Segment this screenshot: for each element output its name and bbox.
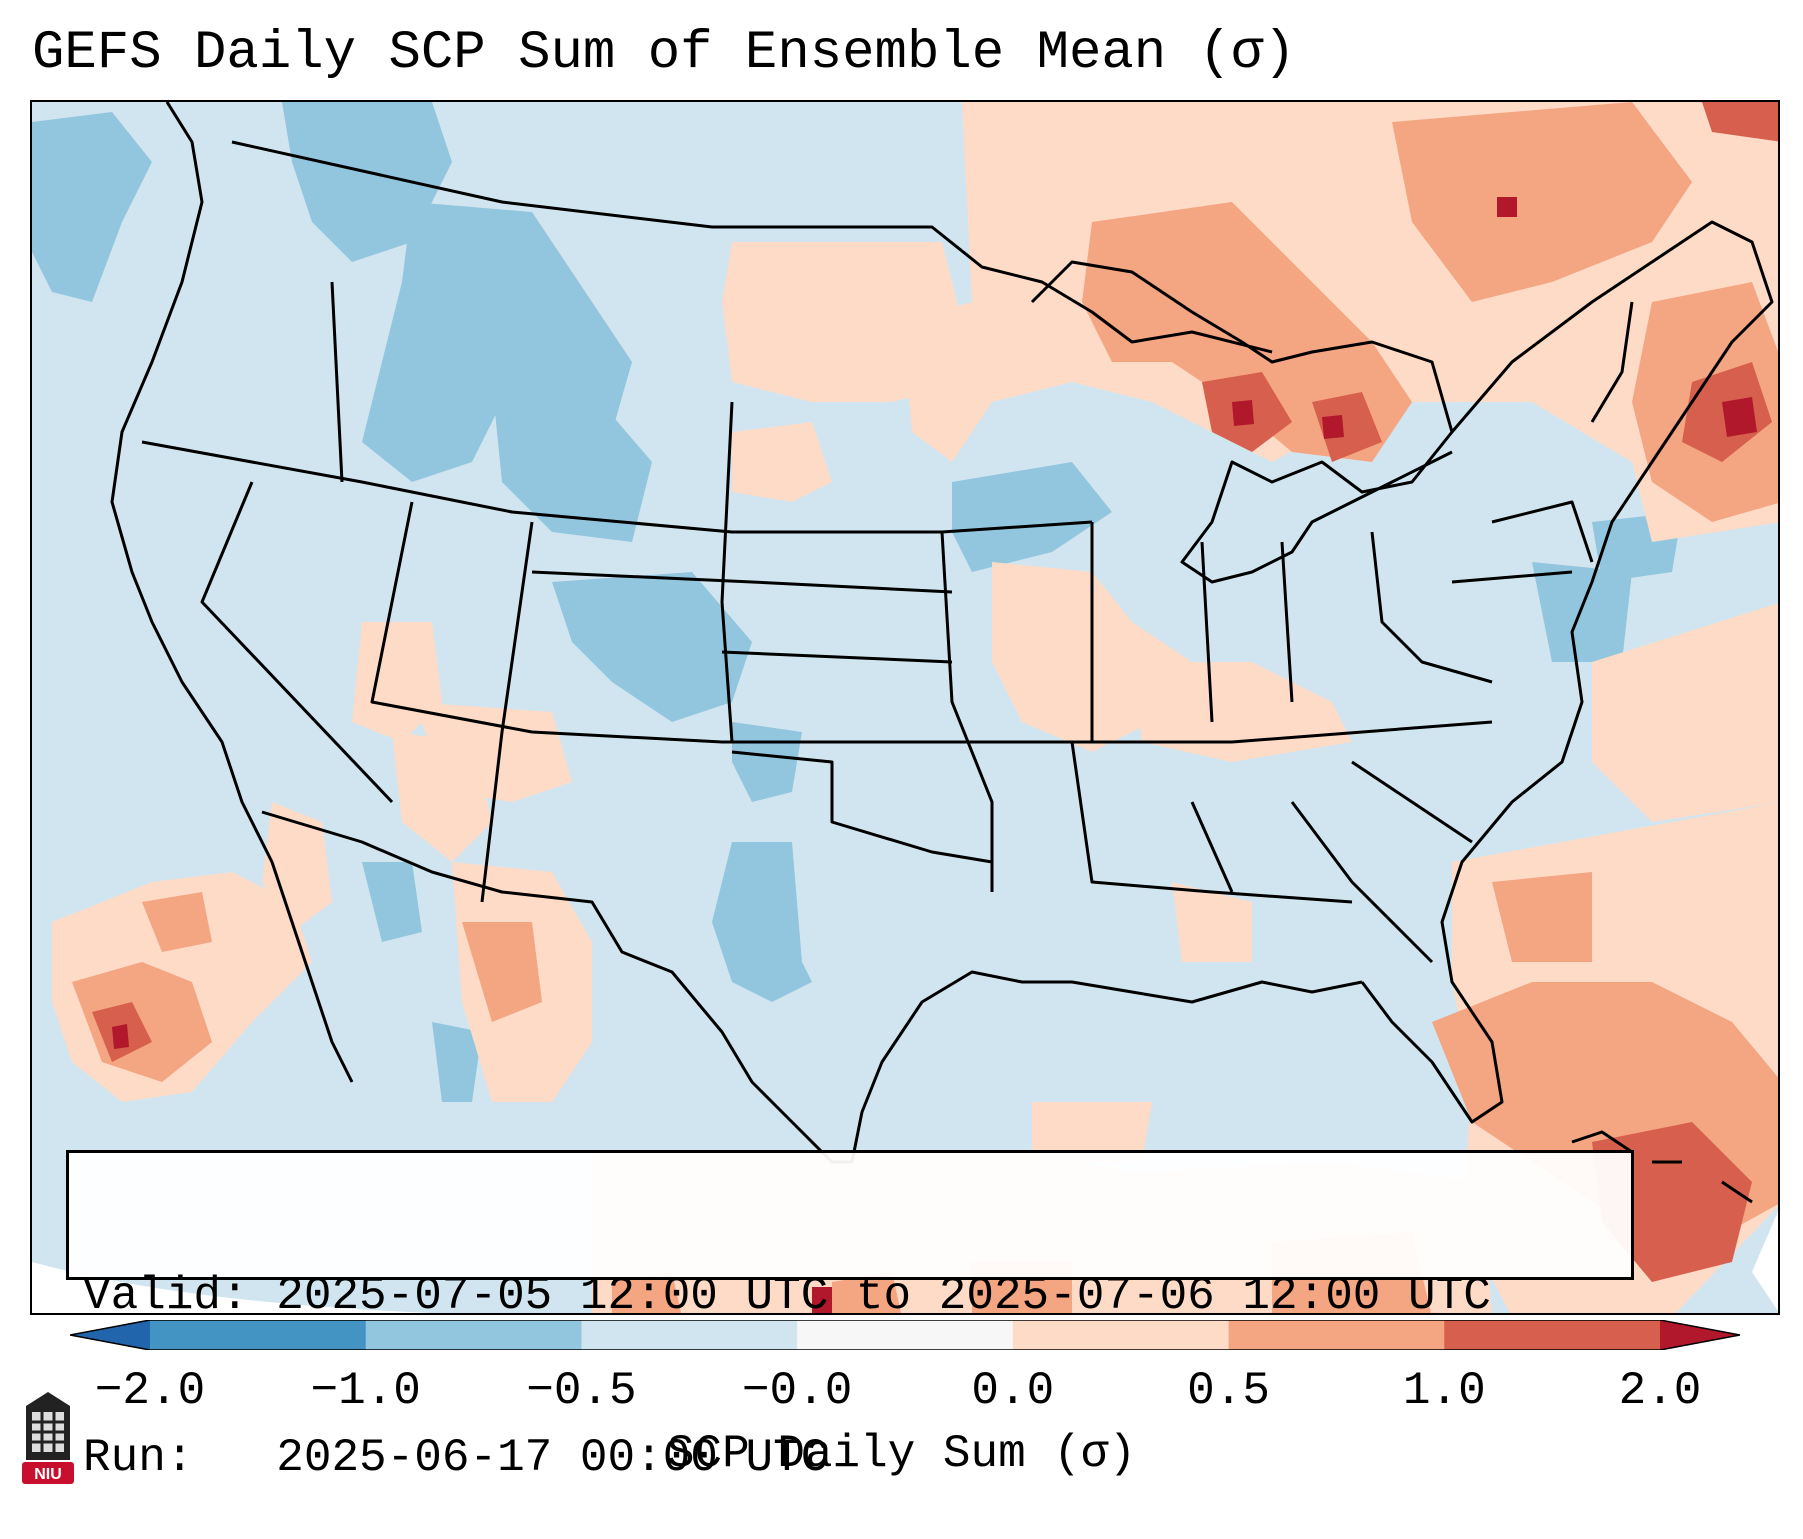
niu-seal-icon: NIU — [22, 1392, 74, 1484]
colorbar-tick-label: −0.5 — [526, 1365, 637, 1417]
map-canvas — [32, 102, 1778, 1313]
state-lines-west — [141, 281, 1493, 903]
boundaries — [110, 102, 1774, 1164]
valid-run-info-box: Valid: 2025-07-05 12:00 UTC to 2025-07-0… — [66, 1150, 1634, 1484]
colorbar-tick-label: −2.0 — [94, 1365, 206, 1417]
colorbar-segment — [1012, 1320, 1230, 1350]
colorbar-tick-label: 1.0 — [1402, 1365, 1486, 1417]
colorbar-segment — [1228, 1320, 1445, 1350]
colorbar — [69, 1319, 1741, 1355]
colorbar-tick-label: −0.0 — [741, 1365, 853, 1417]
projection-corner-right — [1752, 1211, 1778, 1311]
colorbar-segment — [150, 1320, 367, 1350]
projection-corner-left — [32, 1262, 432, 1313]
colorbar-segment — [581, 1320, 798, 1350]
state-lines-east — [1070, 301, 1634, 964]
colorbar-tick-label: −1.0 — [310, 1365, 421, 1417]
mexico-border — [261, 810, 852, 1164]
gulf-coast — [850, 970, 1363, 1163]
run-time-text: Run: 2025-06-17 00:00 UTC — [83, 1432, 829, 1484]
negative-anomaly-regions — [32, 102, 1682, 1102]
positive-anomaly-peak-regions — [112, 197, 1757, 1313]
colorbar-segment — [1444, 1320, 1661, 1350]
chart-title: GEFS Daily SCP Sum of Ensemble Mean (σ) — [32, 23, 1296, 84]
colorbar-tick-label: 0.5 — [1187, 1365, 1270, 1417]
colorbar-extend-low — [70, 1320, 150, 1350]
colorbar-graphic — [69, 1319, 1741, 1351]
colorbar-extend-high — [1660, 1320, 1740, 1350]
colorbar-segment — [365, 1320, 582, 1350]
colorbar-tick-label: 2.0 — [1618, 1365, 1702, 1417]
northeast-coast — [1360, 220, 1774, 1124]
colorbar-tick-label: 0.0 — [971, 1365, 1055, 1417]
valid-time-text: Valid: 2025-07-05 12:00 UTC to 2025-07-0… — [83, 1270, 1491, 1322]
colorbar-label: SCP Daily Sum (σ) — [666, 1428, 1137, 1480]
caribbean-islands — [1571, 1130, 1753, 1204]
niu-logo-text: NIU — [34, 1466, 62, 1483]
map-panel — [30, 100, 1780, 1315]
great-lakes-shore — [1030, 260, 1454, 584]
canada-us-border — [231, 140, 1273, 354]
colorbar-segment — [797, 1320, 1014, 1350]
west-coastline — [110, 102, 354, 1083]
niu-logo: NIU — [20, 1390, 76, 1491]
